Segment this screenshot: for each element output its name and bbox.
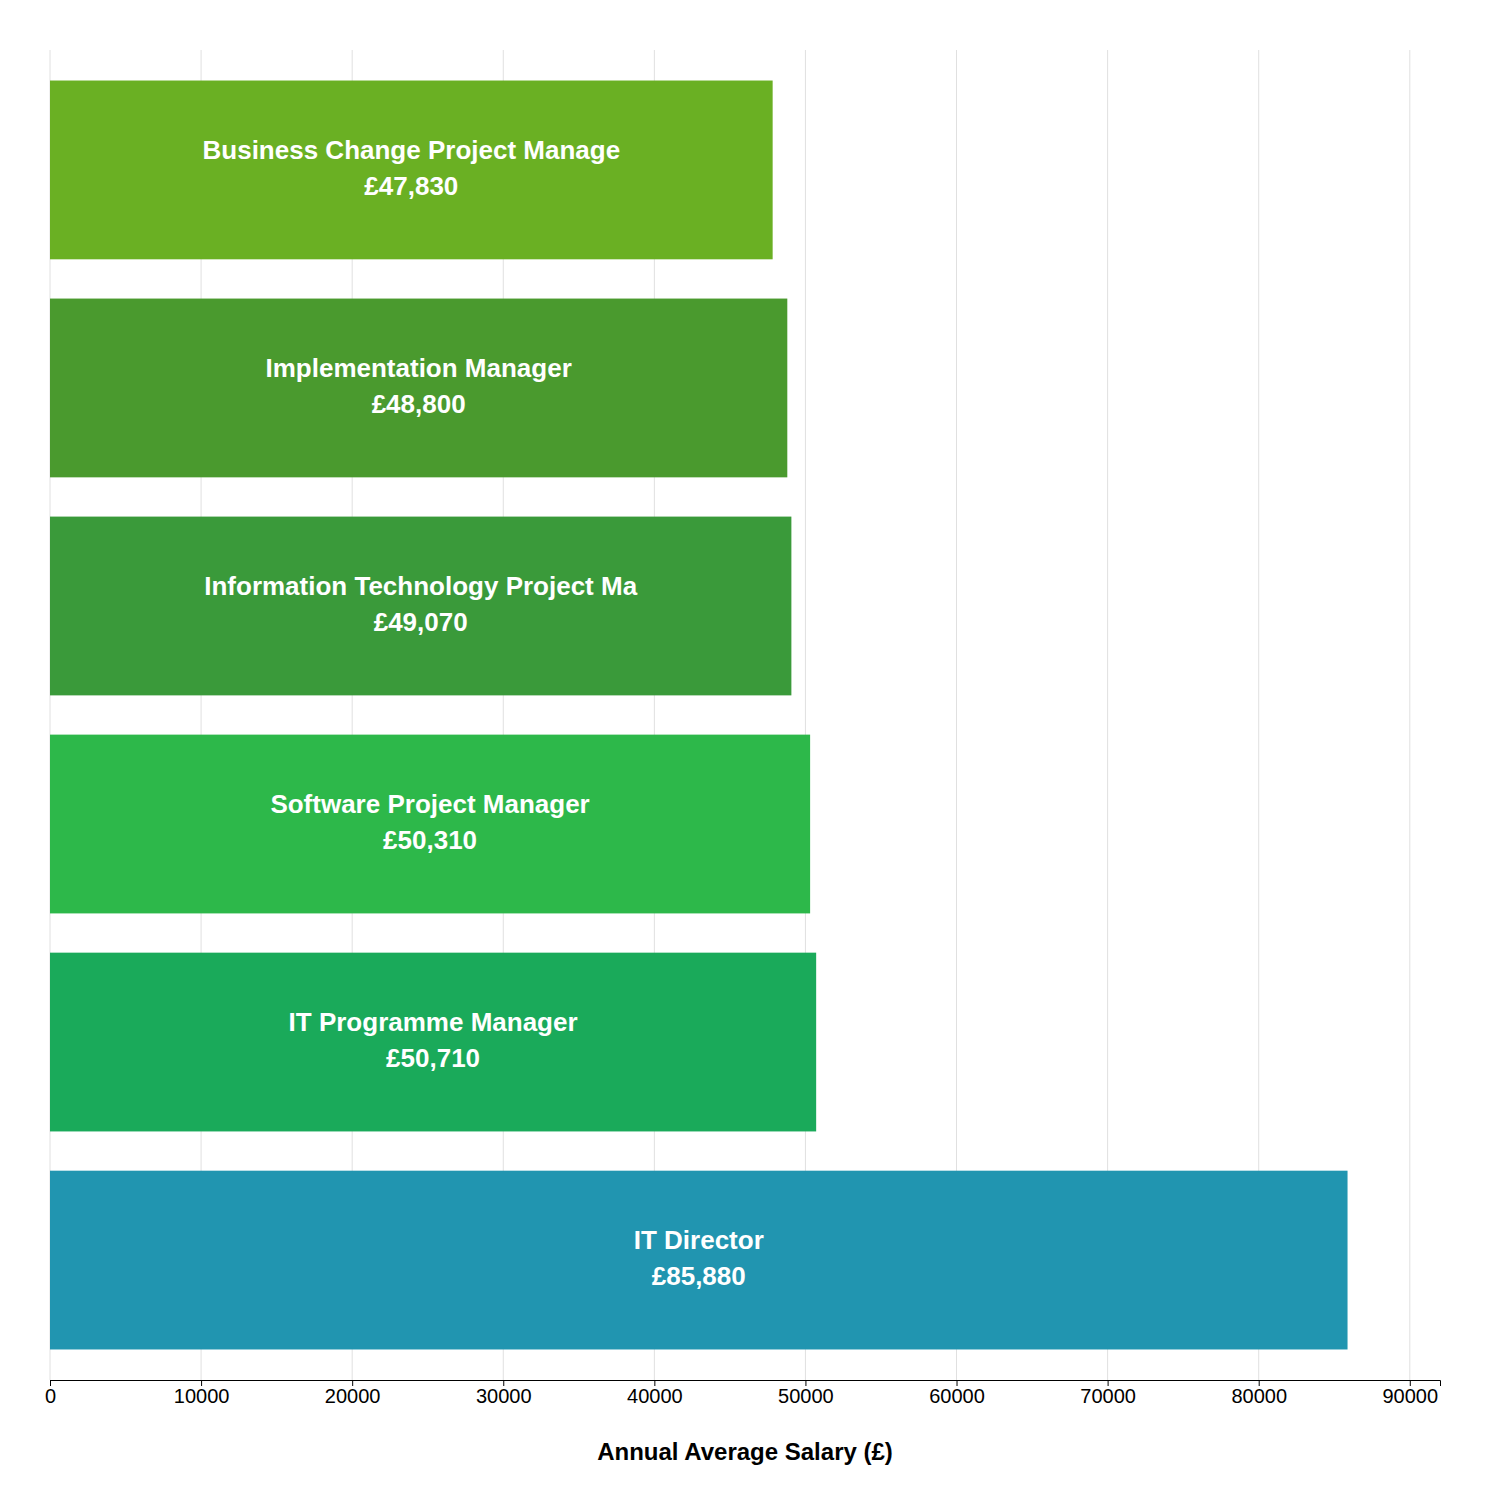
bar	[50, 299, 787, 478]
grid	[50, 50, 1410, 1380]
tick-label: 10000	[174, 1385, 230, 1407]
tick-label: 0	[45, 1385, 56, 1407]
x-axis: 0 10000 20000 30000 40000 50000 60000 70000 8000…	[45, 1380, 1441, 1407]
tick: 20000	[325, 1380, 381, 1407]
tick-label: 20000	[325, 1385, 381, 1407]
tick-label: 50000	[778, 1385, 834, 1407]
data-label: £47,830	[364, 171, 458, 201]
bar-label: Software Project Manager	[270, 789, 589, 819]
tick: 70000	[1080, 1380, 1136, 1407]
tick: 90000	[1382, 1380, 1438, 1407]
tick: 60000	[929, 1380, 985, 1407]
bar-label: Implementation Manager	[266, 353, 572, 383]
bar-label: IT Director	[634, 1225, 764, 1255]
bar-label: IT Programme Manager	[289, 1007, 578, 1037]
bar	[50, 1171, 1348, 1350]
data-label: £50,710	[386, 1043, 480, 1073]
bar-label: Business Change Project Manage	[203, 135, 621, 165]
tick: 80000	[1231, 1380, 1287, 1407]
bar-label: Information Technology Project Ma	[204, 571, 637, 601]
bar	[50, 735, 810, 914]
grid-line	[1409, 50, 1410, 1380]
plot: 0 10000 20000 30000 40000 50000 60000 70000 8000…	[45, 50, 1441, 1407]
tick: 40000	[627, 1380, 683, 1407]
tick-label: 70000	[1080, 1385, 1136, 1407]
bar	[50, 517, 791, 696]
tick: 50000	[778, 1380, 834, 1407]
tick: 10000	[174, 1380, 230, 1407]
tick: 0	[45, 1380, 56, 1407]
data-label: £48,800	[372, 389, 466, 419]
bars	[50, 81, 1348, 1350]
data-label: £85,880	[652, 1261, 746, 1291]
data-label: £50,310	[383, 825, 477, 855]
tick-label: 40000	[627, 1385, 683, 1407]
data-label: £49,070	[374, 607, 468, 637]
tick: 30000	[476, 1380, 532, 1407]
tick-label: 60000	[929, 1385, 985, 1407]
data-labels: IT Director £85,880 IT Programme Manager £5…	[203, 135, 764, 1291]
tick-label: 80000	[1231, 1385, 1287, 1407]
tick-label: 90000	[1382, 1385, 1438, 1407]
bar	[50, 81, 773, 260]
x-axis-title: Annual Average Salary (£)	[597, 1438, 893, 1465]
bar	[50, 953, 816, 1132]
chart: 0 10000 20000 30000 40000 50000 60000 70000 8000…	[0, 0, 1500, 1500]
tick-label: 30000	[476, 1385, 532, 1407]
